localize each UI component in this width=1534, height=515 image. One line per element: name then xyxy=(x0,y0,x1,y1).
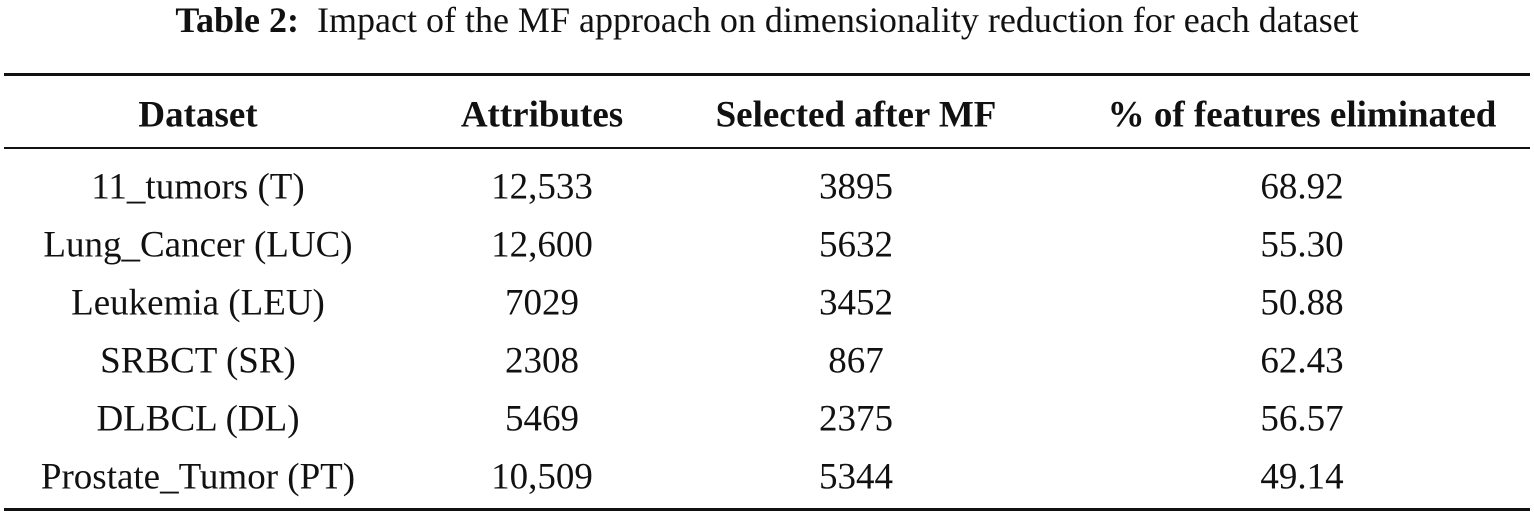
table-cell: 867 xyxy=(828,340,884,382)
table-cell: 12,600 xyxy=(491,224,593,266)
top-rule xyxy=(4,73,1530,76)
table-cell: SRBCT (SR) xyxy=(100,340,296,382)
column-header: Selected after MF xyxy=(715,94,997,136)
table-cell: 12,533 xyxy=(491,166,593,208)
table-cell: 56.57 xyxy=(1260,398,1344,440)
table-cell: 3452 xyxy=(819,282,893,324)
header-rule xyxy=(4,147,1530,149)
table-cell: 2308 xyxy=(505,340,579,382)
table-cell: 3895 xyxy=(819,166,893,208)
table-caption: Table 2: Impact of the MF approach on di… xyxy=(175,0,1358,41)
table-cell: 49.14 xyxy=(1260,456,1344,498)
caption-text: Impact of the MF approach on dimensional… xyxy=(317,0,1359,40)
table-cell: 11_tumors (T) xyxy=(91,166,305,208)
table-cell: 10,509 xyxy=(491,456,593,498)
table-cell: 5344 xyxy=(819,456,893,498)
table-cell: 55.30 xyxy=(1260,224,1344,266)
column-header: % of features eliminated xyxy=(1107,94,1497,136)
table-cell: 5632 xyxy=(819,224,893,266)
table-cell: Leukemia (LEU) xyxy=(71,282,325,324)
table-cell: 68.92 xyxy=(1260,166,1344,208)
bottom-rule xyxy=(4,508,1530,511)
column-header: Attributes xyxy=(460,94,624,136)
table-cell: Lung_Cancer (LUC) xyxy=(43,224,353,266)
table-cell: 2375 xyxy=(819,398,893,440)
table-cell: 62.43 xyxy=(1260,340,1344,382)
caption-label: Table 2: xyxy=(175,0,300,40)
table-cell: DLBCL (DL) xyxy=(96,398,300,440)
table-cell: 7029 xyxy=(505,282,579,324)
column-header: Dataset xyxy=(138,94,258,136)
table-cell: Prostate_Tumor (PT) xyxy=(40,456,356,498)
table-cell: 50.88 xyxy=(1260,282,1344,324)
table-cell: 5469 xyxy=(505,398,579,440)
